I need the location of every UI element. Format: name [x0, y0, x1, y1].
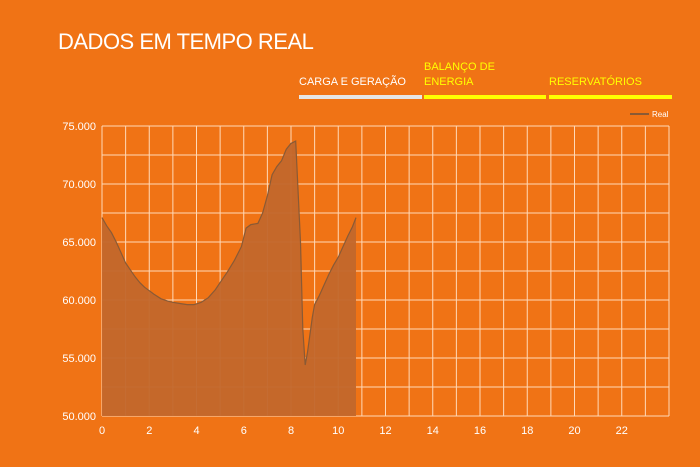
x-tick-label: 18 — [521, 425, 533, 437]
legend-label-real: Real — [652, 110, 669, 119]
y-tick-label: 50.000 — [62, 411, 96, 423]
y-tick-label: 75.000 — [62, 121, 96, 133]
x-tick-label: 22 — [616, 425, 628, 437]
x-tick-label: 16 — [474, 425, 486, 437]
tab-carga-e-geracao[interactable]: CARGA E GERAÇÃO — [299, 60, 422, 99]
series-line-real — [101, 140, 357, 366]
tab-underline — [299, 95, 422, 99]
x-tick-label: 0 — [99, 425, 105, 437]
x-tick-label: 14 — [427, 425, 439, 437]
y-tick-label: 55.000 — [62, 353, 96, 365]
page-title: DADOS EM TEMPO REAL — [58, 29, 314, 54]
x-tick-label: 2 — [146, 425, 152, 437]
y-tick-label: 70.000 — [62, 179, 96, 191]
y-tick-label: 60.000 — [62, 295, 96, 307]
x-tick-label: 12 — [379, 425, 391, 437]
tab-reservatorios[interactable]: RESERVATÓRIOS — [549, 60, 672, 99]
tab-label: RESERVATÓRIOS — [549, 76, 642, 88]
tab-label: CARGA E GERAÇÃO — [299, 76, 406, 88]
x-tick-label: 4 — [193, 425, 199, 437]
x-tick-label: 6 — [241, 425, 247, 437]
x-tick-label: 20 — [568, 425, 580, 437]
tab-underline — [424, 95, 546, 99]
y-tick-label: 65.000 — [62, 237, 96, 249]
tab-label: BALANÇO DE ENERGIA — [424, 61, 495, 88]
tab-underline — [549, 95, 672, 99]
series-area-real — [102, 141, 356, 416]
tab-balanco-de-energia[interactable]: BALANÇO DE ENERGIA — [424, 52, 546, 99]
chart-legend: Real — [630, 110, 669, 119]
x-tick-label: 10 — [332, 425, 344, 437]
x-tick-label: 8 — [288, 425, 294, 437]
